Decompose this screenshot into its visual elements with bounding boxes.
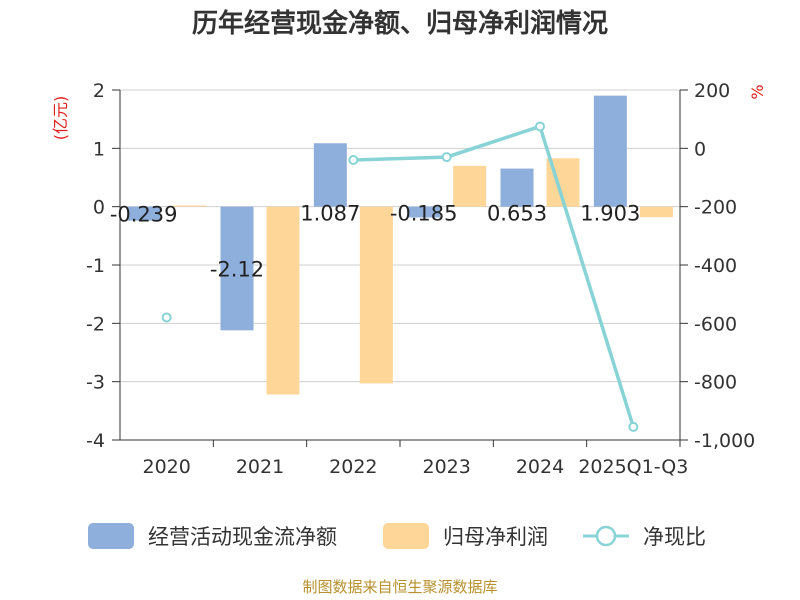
- left-tick-label: 0: [93, 197, 105, 219]
- legend-circle-icon[interactable]: [595, 525, 617, 547]
- right-tick-label: 0: [694, 138, 706, 160]
- right-axis-unit: %: [748, 84, 767, 99]
- cashflow-bar: [500, 168, 534, 207]
- right-tick-label: -600: [694, 313, 737, 335]
- left-axis-unit: (亿元): [51, 96, 70, 141]
- cashflow-bar: [127, 206, 161, 221]
- source-note: 制图数据来自恒生聚源数据库: [302, 578, 497, 596]
- cashflow-bar: [593, 95, 627, 207]
- left-tick-label: 2: [93, 80, 105, 102]
- net-profit-bar: [173, 205, 207, 207]
- right-tick-label: -200: [694, 197, 737, 219]
- cashflow-data-label: -2.12: [210, 258, 264, 282]
- right-tick-label: 200: [694, 80, 730, 102]
- ratio-point: [348, 155, 359, 165]
- net-profit-bar: [359, 206, 393, 384]
- net-profit-bar: [266, 206, 300, 395]
- legend-swatch-1[interactable]: [383, 523, 429, 549]
- left-tick-label: -3: [86, 372, 105, 394]
- x-tick-label: 2021: [236, 456, 284, 478]
- x-tick-label: 2022: [329, 456, 377, 478]
- x-tick-label: 2023: [422, 456, 470, 478]
- legend-label-0: 经营活动现金流净额: [148, 525, 337, 549]
- ratio-point: [535, 121, 545, 132]
- left-tick-label: 1: [93, 138, 105, 160]
- legend-label-1: 归母净利润: [443, 525, 548, 549]
- cashflow-data-label: 1.903: [580, 202, 640, 226]
- chart-title: 历年经营现金净额、归母净利润情况: [192, 8, 608, 39]
- cashflow-data-label: 0.653: [487, 202, 547, 226]
- x-tick-label: 2020: [142, 456, 190, 478]
- left-tick-label: -4: [86, 430, 105, 452]
- cashflow-data-label: 1.087: [300, 202, 360, 226]
- grid-lines: [120, 89, 680, 441]
- legend-label-2: 净现比: [643, 525, 706, 549]
- net-profit-bar: [639, 206, 673, 218]
- ratio-line: [161, 121, 639, 432]
- axes: -4 -3 -2 -1 0 1 2 -1,000 -800 -600 -400 -200 0 200 202…: [86, 80, 755, 478]
- right-tick-label: -800: [694, 372, 737, 394]
- cashflow-bar: [220, 206, 254, 331]
- cashflow-data-label: -0.185: [390, 202, 458, 226]
- left-tick-label: -2: [86, 313, 105, 335]
- cashflow-bar: [407, 206, 441, 218]
- x-tick-label: 2024: [516, 456, 564, 478]
- ratio-point: [628, 421, 639, 432]
- ratio-point: [161, 312, 172, 323]
- ratio-line-segment: [353, 124, 636, 428]
- left-tick-label: -1: [86, 255, 105, 277]
- ratio-point: [441, 152, 452, 163]
- legend-swatch-0[interactable]: [88, 523, 134, 549]
- bar-marks: [127, 95, 673, 395]
- legend[interactable]: 经营活动现金流净额 归母净利润 净现比: [88, 523, 706, 549]
- x-tick-label: 2025Q1-Q3: [578, 456, 688, 478]
- right-tick-label: -1,000: [694, 430, 755, 452]
- net-profit-bar: [453, 165, 487, 207]
- data-labels: -0.239 -2.12 1.087 -0.185 0.653 1.903: [110, 202, 641, 282]
- cashflow-data-label: -0.239: [110, 203, 178, 227]
- cashflow-bar: [313, 143, 347, 207]
- right-tick-label: -400: [694, 255, 737, 277]
